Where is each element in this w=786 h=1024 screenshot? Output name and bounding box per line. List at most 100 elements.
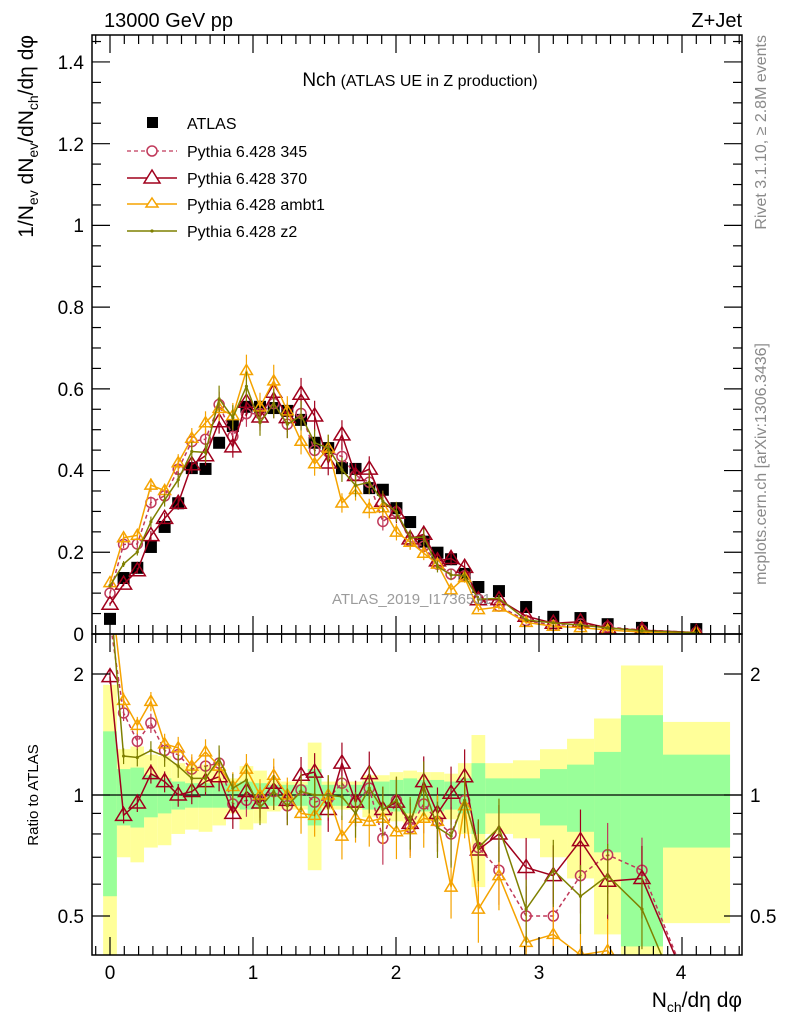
- dot-marker: [313, 441, 317, 445]
- triangle-marker: [690, 625, 702, 634]
- dot-marker: [640, 629, 644, 633]
- dot-marker: [163, 498, 167, 502]
- dot-marker: [408, 536, 412, 540]
- dot-marker: [340, 795, 344, 799]
- triangle-marker: [573, 620, 588, 633]
- triangle-marker: [127, 793, 147, 809]
- x-tick-label: 1: [248, 963, 259, 984]
- triangle-marker: [129, 717, 145, 731]
- dot-marker: [299, 789, 303, 794]
- x-tick-labels: 0 1 2 3 4: [105, 963, 687, 984]
- triangle-marker: [491, 868, 507, 881]
- triangle-marker: [332, 753, 352, 769]
- dot-marker: [394, 510, 399, 514]
- dot-marker: [108, 584, 112, 588]
- legend-label: Pythia 6.428 z2: [187, 224, 297, 241]
- dot-marker: [497, 596, 501, 600]
- plot-title: Nch (ATLAS UE in Z production): [302, 70, 537, 91]
- y-tick-label: 1.4: [58, 53, 85, 74]
- dot-marker: [190, 776, 194, 780]
- x-tick-label: 2: [391, 963, 402, 984]
- atlas-data-point: [574, 612, 587, 625]
- dot-marker: [353, 811, 358, 815]
- triangle-marker: [198, 744, 213, 757]
- triangle-marker: [143, 477, 159, 490]
- dot-marker: [258, 806, 262, 810]
- y-tick-labels: 0 0.2 0.4 0.6 0.8 1 1.2 1.4: [58, 53, 85, 646]
- triangle-marker: [598, 618, 617, 634]
- atlas-data-point: [117, 572, 130, 585]
- dot-marker: [353, 483, 358, 488]
- triangle-marker: [116, 692, 131, 706]
- triangle-marker: [182, 455, 202, 471]
- atlas-data-point: [199, 462, 212, 475]
- triangle-marker: [170, 455, 186, 468]
- dot-marker: [578, 623, 583, 627]
- dot-marker: [476, 597, 480, 601]
- dot-marker: [524, 907, 528, 911]
- legend-entry-ambt1: Pythia 6.428 ambt1: [127, 196, 325, 214]
- triangle-marker: [182, 782, 202, 798]
- triangle-marker: [402, 534, 418, 547]
- dot-marker: [285, 804, 289, 808]
- dot-marker: [326, 793, 330, 797]
- dot-marker: [217, 757, 221, 761]
- circle-marker-icon: [146, 145, 158, 157]
- main-plot-marks: [100, 354, 704, 634]
- triangle-marker: [361, 813, 377, 827]
- triangle-marker: [237, 392, 256, 409]
- dot-marker: [135, 755, 139, 760]
- x-axis-label: Nch/dη dφ: [652, 989, 742, 1015]
- dot-marker: [149, 748, 153, 753]
- dot-marker: [326, 446, 330, 450]
- legend-label: Pythia 6.428 ambt1: [187, 197, 325, 214]
- dot-marker: [244, 384, 249, 388]
- y-tick-label: 0: [73, 625, 84, 646]
- x-tick-label: 0: [105, 963, 116, 984]
- dot-marker: [272, 789, 276, 794]
- dot-marker: [149, 520, 153, 524]
- triangle-marker: [443, 582, 459, 595]
- dot-marker: [299, 414, 303, 418]
- ratio-tick-label-right: 0.5: [750, 907, 776, 928]
- triangle-marker: [100, 594, 120, 610]
- triangle-marker-icon: [144, 196, 160, 208]
- dot-marker: [449, 834, 453, 838]
- dot-marker: [606, 874, 610, 878]
- dot-marker: [497, 825, 501, 830]
- triangle-marker: [443, 879, 459, 892]
- dot-marker: [272, 401, 276, 406]
- triangle-marker: [457, 570, 472, 583]
- triangle-marker: [168, 785, 188, 801]
- atlas-data-point: [472, 581, 485, 594]
- dot-marker: [121, 754, 126, 758]
- circle-marker: [131, 735, 144, 748]
- dot-marker: [285, 422, 289, 426]
- triangle-marker: [633, 620, 651, 634]
- ratio-y-axis-label: Ratio to ATLAS: [25, 744, 42, 845]
- axis-ticks: [92, 35, 742, 955]
- stat-uncertainty-band: [103, 731, 117, 897]
- triangle-marker: [416, 810, 432, 824]
- dot-marker: [381, 499, 385, 503]
- ratio-tick-label: 1: [73, 786, 84, 807]
- legend-entry-370: Pythia 6.428 370: [127, 168, 307, 188]
- dot-marker: [190, 449, 194, 454]
- triangle-marker: [143, 693, 159, 707]
- side-text-bottom: mcplots.cern.ch [arXiv:1306.3436]: [753, 343, 770, 585]
- dot-marker: [422, 784, 426, 789]
- square-marker-icon: [147, 117, 158, 128]
- side-text-top: Rivet 3.1.10, ≥ 2.8M events: [753, 35, 770, 230]
- triangle-marker: [141, 764, 161, 780]
- ratio-plot-marks: [100, 634, 677, 955]
- legend: ATLAS Pythia 6.428 345 Pythia 6.428 370 …: [127, 116, 325, 241]
- triangle-marker-icon: [142, 168, 162, 184]
- stat-uncertainty-band: [540, 769, 568, 826]
- dot-marker: [163, 754, 167, 758]
- triangle-marker: [545, 926, 561, 940]
- triangle-marker: [471, 901, 486, 914]
- legend-entry-atlas: ATLAS: [147, 116, 237, 133]
- triangle-marker: [491, 599, 507, 612]
- triangle-marker: [291, 384, 311, 400]
- triangle-marker: [116, 530, 131, 543]
